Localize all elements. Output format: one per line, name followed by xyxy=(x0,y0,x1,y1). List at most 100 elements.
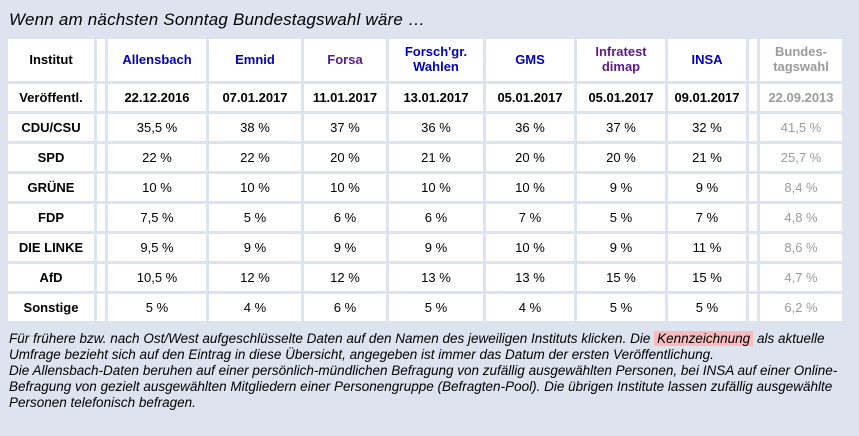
footnotes: Für frühere bzw. nach Ost/West aufgeschl… xyxy=(0,324,859,410)
column-header-emnid-link[interactable]: Emnid xyxy=(209,39,301,81)
poll-value: 20 % xyxy=(304,144,386,171)
poll-value: 12 % xyxy=(304,264,386,291)
column-header-allensbach-link[interactable]: Allensbach xyxy=(108,39,206,81)
column-header-bundestagswahl: Bundes-tagswahl xyxy=(760,39,842,81)
publication-date-insa: 09.01.2017 xyxy=(668,84,746,111)
spacer-cell xyxy=(749,39,757,81)
column-header-infratest-dimap-link[interactable]: Infratest dimap xyxy=(577,39,665,81)
poll-value: 36 % xyxy=(389,114,483,141)
column-header-gms-link[interactable]: GMS xyxy=(486,39,574,81)
table-row-gruene: GRÜNE 10 % 10 % 10 % 10 % 10 % 9 % 9 % 8… xyxy=(8,174,842,201)
poll-value: 13 % xyxy=(389,264,483,291)
poll-value-bundestagswahl: 6,2 % xyxy=(760,294,842,321)
spacer-cell xyxy=(749,294,757,321)
page-title: Wenn am nächsten Sonntag Bundestagswahl … xyxy=(9,10,426,29)
poll-value: 6 % xyxy=(389,204,483,231)
poll-value: 7 % xyxy=(486,204,574,231)
publication-date-emnid: 07.01.2017 xyxy=(209,84,301,111)
poll-value: 9 % xyxy=(668,174,746,201)
table-row-cdu-csu: CDU/CSU 35,5 % 38 % 37 % 36 % 36 % 37 % … xyxy=(8,114,842,141)
kennzeichnung-highlight: Kennzeichnung xyxy=(654,331,754,346)
spacer-cell xyxy=(749,264,757,291)
poll-value: 15 % xyxy=(577,264,665,291)
party-label: FDP xyxy=(8,204,94,231)
table-row-fdp: FDP 7,5 % 5 % 6 % 6 % 7 % 5 % 7 % 4,8 % xyxy=(8,204,842,231)
poll-value-bundestagswahl: 4,8 % xyxy=(760,204,842,231)
party-label: SPD xyxy=(8,144,94,171)
poll-value: 9 % xyxy=(389,234,483,261)
publication-date-row: Veröffentl. 22.12.2016 07.01.2017 11.01.… xyxy=(8,84,842,111)
poll-value: 12 % xyxy=(209,264,301,291)
table-row-spd: SPD 22 % 22 % 20 % 21 % 20 % 20 % 21 % 2… xyxy=(8,144,842,171)
poll-value: 15 % xyxy=(668,264,746,291)
poll-value: 36 % xyxy=(486,114,574,141)
publication-date-infratest: 05.01.2017 xyxy=(577,84,665,111)
poll-value: 10 % xyxy=(108,174,206,201)
poll-value: 9 % xyxy=(209,234,301,261)
poll-value: 9 % xyxy=(304,234,386,261)
publication-date-forschgr-highlighted: 13.01.2017 xyxy=(389,84,483,111)
poll-value: 7 % xyxy=(668,204,746,231)
party-label: Sonstige xyxy=(8,294,94,321)
poll-value: 4 % xyxy=(486,294,574,321)
poll-value: 5 % xyxy=(108,294,206,321)
publication-date-allensbach: 22.12.2016 xyxy=(108,84,206,111)
poll-value-bundestagswahl: 4,7 % xyxy=(760,264,842,291)
poll-value: 21 % xyxy=(389,144,483,171)
poll-value: 9 % xyxy=(577,174,665,201)
poll-value: 37 % xyxy=(577,114,665,141)
poll-value: 32 % xyxy=(668,114,746,141)
poll-value: 20 % xyxy=(577,144,665,171)
poll-value: 21 % xyxy=(668,144,746,171)
spacer-cell xyxy=(749,144,757,171)
party-label: AfD xyxy=(8,264,94,291)
poll-value: 22 % xyxy=(108,144,206,171)
institut-header: Institut xyxy=(8,39,94,81)
column-header-forschgr-wahlen-link[interactable]: Forsch'gr. Wahlen xyxy=(389,39,483,81)
veroeffentl-label: Veröffentl. xyxy=(8,84,94,111)
poll-value: 10 % xyxy=(304,174,386,201)
poll-table: Institut Allensbach Emnid Forsa Forsch'g… xyxy=(5,36,845,324)
spacer-cell xyxy=(749,114,757,141)
poll-value: 10 % xyxy=(209,174,301,201)
poll-value-bundestagswahl: 8,4 % xyxy=(760,174,842,201)
header-row: Institut Allensbach Emnid Forsa Forsch'g… xyxy=(8,39,842,81)
spacer-cell xyxy=(749,234,757,261)
table-row-afd: AfD 10,5 % 12 % 12 % 13 % 13 % 15 % 15 %… xyxy=(8,264,842,291)
publication-date-bundestagswahl: 22.09.2013 xyxy=(760,84,842,111)
poll-value: 22 % xyxy=(209,144,301,171)
poll-value: 7,5 % xyxy=(108,204,206,231)
poll-value: 10 % xyxy=(486,174,574,201)
poll-value: 9,5 % xyxy=(108,234,206,261)
party-label: DIE LINKE xyxy=(8,234,94,261)
spacer-cell xyxy=(749,84,757,111)
table-row-die-linke: DIE LINKE 9,5 % 9 % 9 % 9 % 10 % 9 % 11 … xyxy=(8,234,842,261)
spacer-cell xyxy=(97,204,105,231)
poll-value: 10,5 % xyxy=(108,264,206,291)
spacer-cell xyxy=(97,174,105,201)
poll-value-bundestagswahl: 8,6 % xyxy=(760,234,842,261)
column-header-insa-link[interactable]: INSA xyxy=(668,39,746,81)
poll-value: 10 % xyxy=(486,234,574,261)
spacer-cell xyxy=(97,264,105,291)
spacer-cell xyxy=(97,39,105,81)
footnote-1: Für frühere bzw. nach Ost/West aufgeschl… xyxy=(9,331,849,362)
poll-value-bundestagswahl: 41,5 % xyxy=(760,114,842,141)
spacer-cell xyxy=(97,114,105,141)
party-label: CDU/CSU xyxy=(8,114,94,141)
poll-value: 11 % xyxy=(668,234,746,261)
poll-value: 5 % xyxy=(668,294,746,321)
poll-value: 20 % xyxy=(486,144,574,171)
footnote-2: Die Allensbach-Daten beruhen auf einer p… xyxy=(9,363,838,410)
column-header-forsa-link[interactable]: Forsa xyxy=(304,39,386,81)
spacer-cell xyxy=(749,174,757,201)
poll-value: 5 % xyxy=(389,294,483,321)
poll-value-bundestagswahl: 25,7 % xyxy=(760,144,842,171)
poll-value: 4 % xyxy=(209,294,301,321)
poll-value: 6 % xyxy=(304,294,386,321)
poll-value: 38 % xyxy=(209,114,301,141)
poll-value: 35,5 % xyxy=(108,114,206,141)
spacer-cell xyxy=(97,234,105,261)
publication-date-gms: 05.01.2017 xyxy=(486,84,574,111)
